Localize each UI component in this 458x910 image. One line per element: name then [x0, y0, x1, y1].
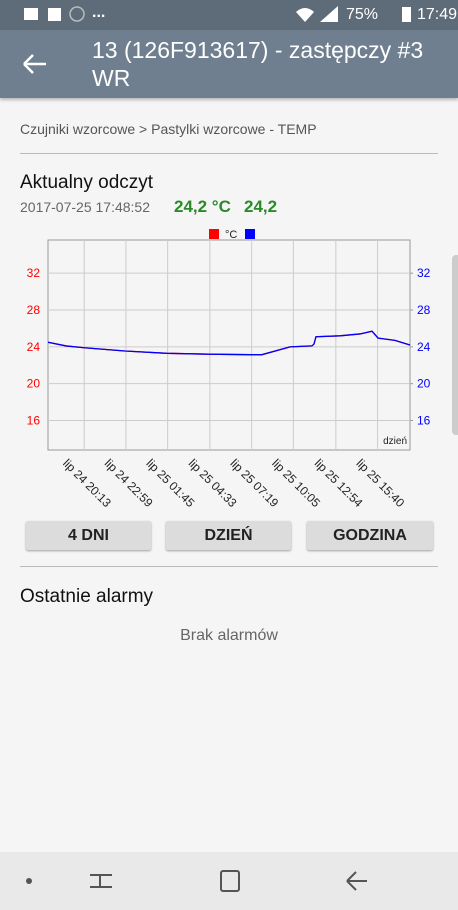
back-button[interactable] — [22, 52, 48, 76]
back-nav-button[interactable] — [346, 871, 367, 891]
legend-label: °C — [225, 229, 237, 241]
legend-swatch — [209, 229, 219, 239]
y2-tick-label: 28 — [417, 303, 431, 317]
empty-message: Brak alarmów — [180, 627, 278, 644]
y2-tick-label: 20 — [417, 377, 431, 391]
dot-icon — [26, 878, 32, 884]
y-tick-label: 24 — [27, 340, 41, 354]
reading-value: 24,2 — [244, 197, 278, 216]
check-icon — [48, 8, 61, 21]
wifi-icon — [296, 8, 314, 22]
scroll-handle[interactable] — [452, 255, 458, 435]
clock: 17:49 — [417, 6, 458, 23]
nav-bar — [0, 852, 458, 910]
status-bar: ... 75% 17:49 — [0, 0, 458, 30]
status-icons — [24, 6, 411, 22]
y2-tick-label: 24 — [417, 340, 431, 354]
y-tick-label: 28 — [27, 303, 41, 317]
y-tick-label: 16 — [27, 414, 41, 428]
divider — [20, 566, 438, 567]
timestamp: 2017-07-25 17:48:52 — [20, 199, 150, 215]
home-button[interactable] — [220, 870, 240, 892]
app-bar: 13 (126F913617) - zastępczy #3 WR — [0, 30, 458, 98]
x-axis-label: dzień — [383, 436, 407, 447]
section-title: Aktualny odczyt — [20, 172, 154, 193]
battery-icon — [402, 7, 411, 22]
line-series — [47, 330, 411, 356]
battery-level: 75% — [346, 6, 379, 23]
y2-tick-label: 16 — [417, 414, 431, 428]
plot-frame — [47, 239, 411, 451]
status-menu: ... — [92, 4, 106, 21]
app-title: 13 (126F913617) - zastępczy #3 WR — [92, 37, 424, 91]
range-button[interactable]: 4 DNI — [26, 521, 151, 550]
y-tick-label: 32 — [27, 266, 41, 280]
gallery-icon — [24, 8, 38, 20]
range-button[interactable]: DZIEŃ — [166, 521, 291, 550]
divider — [20, 153, 438, 154]
y-tick-label: 20 — [27, 377, 41, 391]
legend-swatch — [245, 229, 255, 239]
section-title: Ostatnie alarmy — [20, 586, 154, 607]
y2-tick-label: 32 — [417, 266, 431, 280]
recents-button[interactable] — [90, 874, 112, 888]
nav-icons — [26, 870, 367, 892]
range-button[interactable]: GODZINA — [307, 521, 433, 550]
alert-icon — [69, 6, 85, 22]
breadcrumb[interactable]: Czujniki wzorcowe > Pastylki wzorcowe - … — [20, 121, 317, 137]
reading-value: 24,2 °C — [174, 197, 231, 216]
signal-icon — [320, 6, 338, 22]
